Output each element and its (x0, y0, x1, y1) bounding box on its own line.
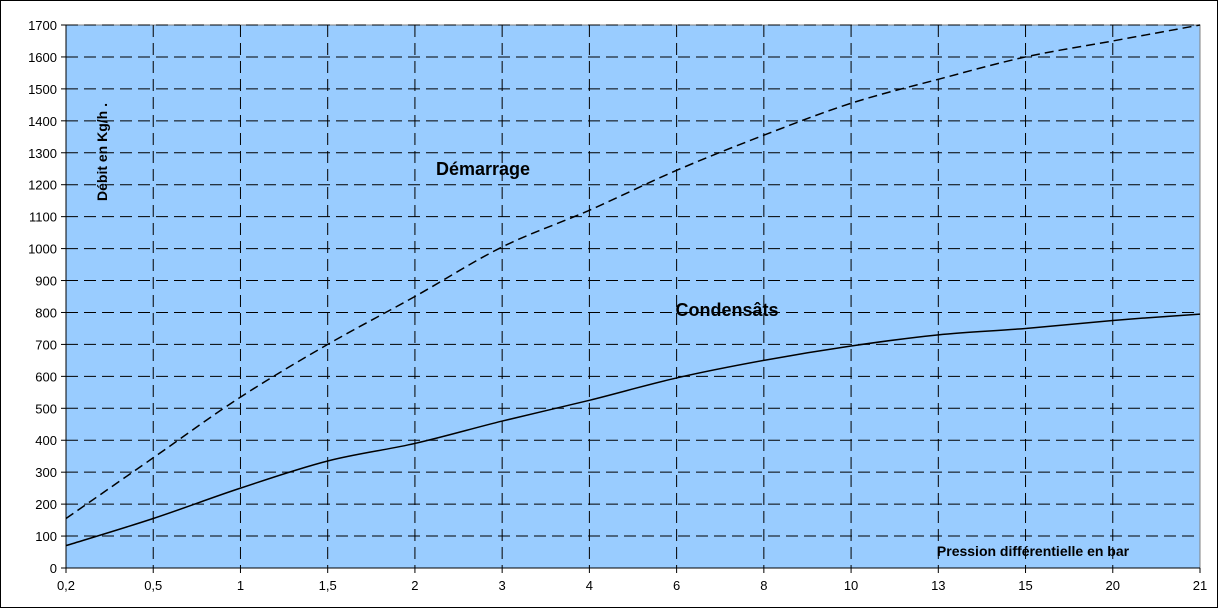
x-tick-label: 20 (1106, 578, 1120, 593)
x-tick-label: 15 (1018, 578, 1032, 593)
x-tick-label: 1,5 (319, 578, 337, 593)
plot-area (65, 24, 1201, 569)
series-label-condensats: Condensâts (675, 300, 778, 320)
y-tick-label: 300 (35, 465, 57, 480)
series-label-demarrage: Démarrage (436, 159, 530, 179)
y-axis-label: Débit en Kg/h . (94, 103, 110, 201)
y-tick-label: 900 (35, 274, 57, 289)
y-tick-label: 1000 (28, 242, 57, 257)
y-tick-label: 1400 (28, 114, 57, 129)
y-tick-label: 100 (35, 529, 57, 544)
y-tick-label: 1600 (28, 50, 57, 65)
y-tick-label: 200 (35, 497, 57, 512)
x-tick-label: 1 (237, 578, 244, 593)
y-tick-label: 500 (35, 401, 57, 416)
y-tick-label: 1100 (29, 210, 57, 225)
y-tick-label: 1500 (28, 82, 57, 97)
x-tick-label: 4 (586, 578, 593, 593)
x-tick-label: 0,5 (144, 578, 162, 593)
x-axis-label: Pression différentielle en bar (937, 543, 1130, 559)
x-tick-label: 3 (499, 578, 506, 593)
x-tick-label: 10 (844, 578, 858, 593)
x-tick-label: 6 (673, 578, 680, 593)
y-tick-label: 0 (50, 561, 57, 576)
x-tick-label: 0,2 (57, 578, 75, 593)
series-lines (65, 24, 1201, 547)
grid-lines (66, 24, 1200, 568)
x-tick-label: 21 (1193, 578, 1207, 593)
y-tick-label: 800 (35, 305, 57, 320)
axis-ticks: 0100200300400500600700800900100011001200… (28, 18, 1207, 593)
y-tick-label: 1300 (28, 146, 57, 161)
x-tick-label: 13 (931, 578, 945, 593)
x-tick-label: 2 (411, 578, 418, 593)
y-tick-label: 600 (35, 369, 57, 384)
series-line-0 (65, 24, 1201, 520)
y-tick-label: 1700 (28, 18, 57, 33)
y-tick-label: 1200 (28, 178, 57, 193)
x-tick-label: 8 (760, 578, 767, 593)
y-tick-label: 400 (35, 433, 57, 448)
y-tick-label: 700 (35, 337, 57, 352)
series-line-1 (65, 313, 1201, 547)
